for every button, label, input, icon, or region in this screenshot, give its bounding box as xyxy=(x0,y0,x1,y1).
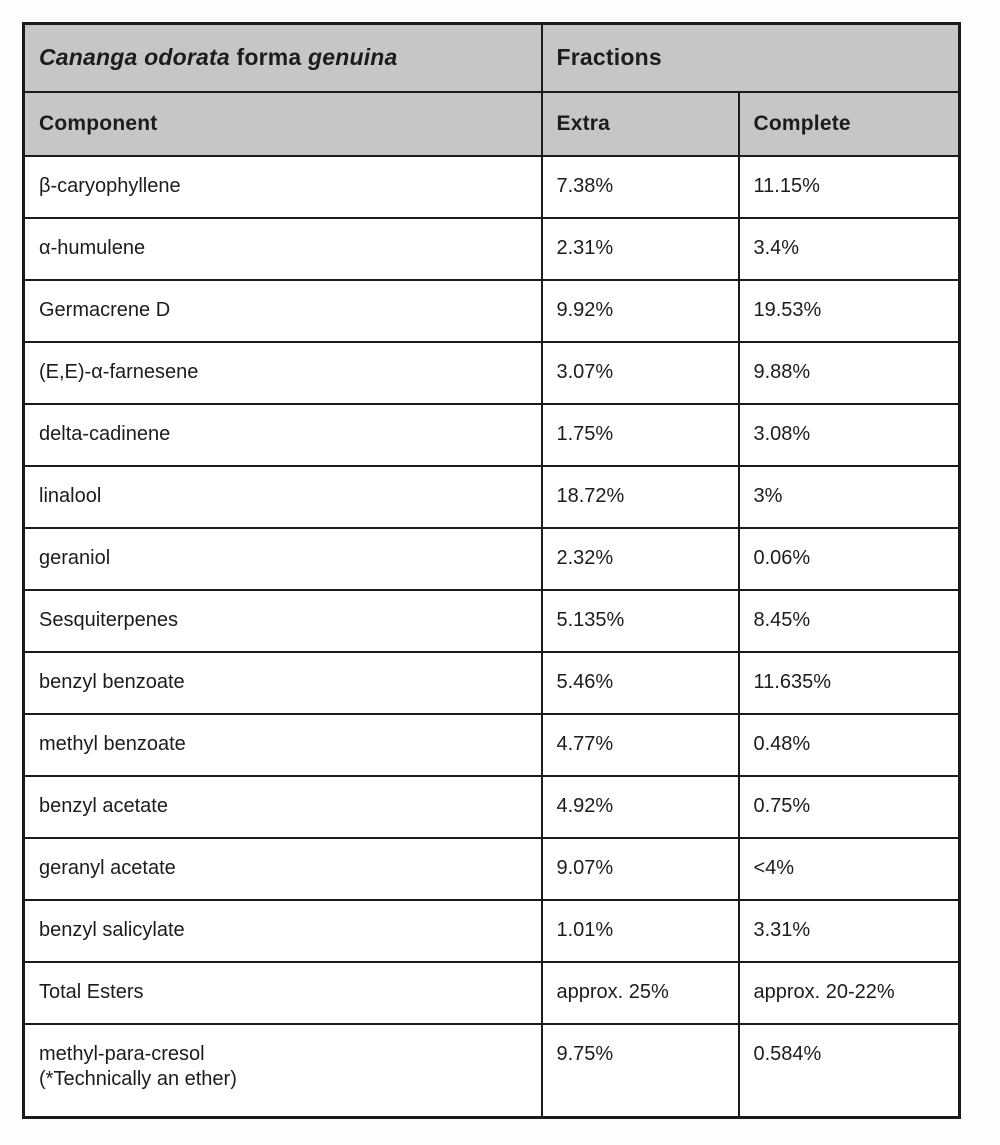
column-header-row: Component Extra Complete xyxy=(22,90,961,157)
complete-value-cell: 3.31% xyxy=(737,898,961,963)
table-row: (E,E)-α-farnesene 3.07% 9.88% xyxy=(22,340,961,405)
complete-value-cell: 11.15% xyxy=(737,154,961,219)
extra-value-cell: 2.32% xyxy=(540,526,740,591)
table-title-row: Cananga odorata forma genuina Fractions xyxy=(22,22,961,93)
extra-value-cell: 9.75% xyxy=(540,1022,740,1119)
complete-value-cell: approx. 20-22% xyxy=(737,960,961,1025)
table-row: benzyl benzoate 5.46% 11.635% xyxy=(22,650,961,715)
component-cell: delta-cadinene xyxy=(22,402,543,467)
extra-value-cell: approx. 25% xyxy=(540,960,740,1025)
component-cell: benzyl acetate xyxy=(22,774,543,839)
extra-value-cell: 9.92% xyxy=(540,278,740,343)
table-row: benzyl salicylate 1.01% 3.31% xyxy=(22,898,961,963)
extra-value-cell: 18.72% xyxy=(540,464,740,529)
component-name: methyl-para-cresol xyxy=(39,1042,205,1065)
table-row: α-humulene 2.31% 3.4% xyxy=(22,216,961,281)
complete-value-cell: 3.4% xyxy=(737,216,961,281)
complete-value-cell: 8.45% xyxy=(737,588,961,653)
complete-column-header: Complete xyxy=(737,90,961,157)
composition-table: Cananga odorata forma genuina Fractions … xyxy=(22,22,962,1119)
component-cell: β-caryophyllene xyxy=(22,154,543,219)
component-cell: Sesquiterpenes xyxy=(22,588,543,653)
table-row: linalool 18.72% 3% xyxy=(22,464,961,529)
component-note: (*Technically an ether) xyxy=(39,1067,237,1090)
extra-value-cell: 2.31% xyxy=(540,216,740,281)
component-cell: Total Esters xyxy=(22,960,543,1025)
species-name-part-2: genuina xyxy=(307,44,398,71)
table-row: methyl-para-cresol (*Technically an ethe… xyxy=(22,1022,961,1119)
component-cell: methyl-para-cresol (*Technically an ethe… xyxy=(22,1022,543,1119)
component-cell: geranyl acetate xyxy=(22,836,543,901)
table-row: Germacrene D 9.92% 19.53% xyxy=(22,278,961,343)
complete-value-cell: <4% xyxy=(737,836,961,901)
component-cell: geraniol xyxy=(22,526,543,591)
extra-value-cell: 5.46% xyxy=(540,650,740,715)
complete-value-cell: 0.75% xyxy=(737,774,961,839)
table-row: methyl benzoate 4.77% 0.48% xyxy=(22,712,961,777)
complete-value-cell: 0.584% xyxy=(737,1022,961,1119)
component-cell: benzyl salicylate xyxy=(22,898,543,963)
species-name-part-1: Cananga odorata xyxy=(39,44,230,71)
table-row: Total Esters approx. 25% approx. 20-22% xyxy=(22,960,961,1025)
component-column-header: Component xyxy=(22,90,543,157)
complete-value-cell: 0.06% xyxy=(737,526,961,591)
complete-value-cell: 3% xyxy=(737,464,961,529)
extra-column-header: Extra xyxy=(540,90,740,157)
extra-value-cell: 4.77% xyxy=(540,712,740,777)
component-cell: benzyl benzoate xyxy=(22,650,543,715)
complete-value-cell: 19.53% xyxy=(737,278,961,343)
table-row: Sesquiterpenes 5.135% 8.45% xyxy=(22,588,961,653)
component-cell: linalool xyxy=(22,464,543,529)
component-cell: (E,E)-α-farnesene xyxy=(22,340,543,405)
extra-value-cell: 1.01% xyxy=(540,898,740,963)
species-name-regular: forma xyxy=(229,44,308,71)
species-title-cell: Cananga odorata forma genuina xyxy=(22,22,543,93)
extra-value-cell: 3.07% xyxy=(540,340,740,405)
component-cell: Germacrene D xyxy=(22,278,543,343)
table-row: benzyl acetate 4.92% 0.75% xyxy=(22,774,961,839)
extra-value-cell: 7.38% xyxy=(540,154,740,219)
component-cell: methyl benzoate xyxy=(22,712,543,777)
fractions-header-cell: Fractions xyxy=(540,22,961,93)
table-row: geranyl acetate 9.07% <4% xyxy=(22,836,961,901)
table-row: geraniol 2.32% 0.06% xyxy=(22,526,961,591)
extra-value-cell: 9.07% xyxy=(540,836,740,901)
table-row: β-caryophyllene 7.38% 11.15% xyxy=(22,154,961,219)
complete-value-cell: 0.48% xyxy=(737,712,961,777)
complete-value-cell: 9.88% xyxy=(737,340,961,405)
extra-value-cell: 4.92% xyxy=(540,774,740,839)
complete-value-cell: 3.08% xyxy=(737,402,961,467)
component-cell: α-humulene xyxy=(22,216,543,281)
table-row: delta-cadinene 1.75% 3.08% xyxy=(22,402,961,467)
composition-table-container: Cananga odorata forma genuina Fractions … xyxy=(22,22,962,1119)
extra-value-cell: 1.75% xyxy=(540,402,740,467)
complete-value-cell: 11.635% xyxy=(737,650,961,715)
extra-value-cell: 5.135% xyxy=(540,588,740,653)
